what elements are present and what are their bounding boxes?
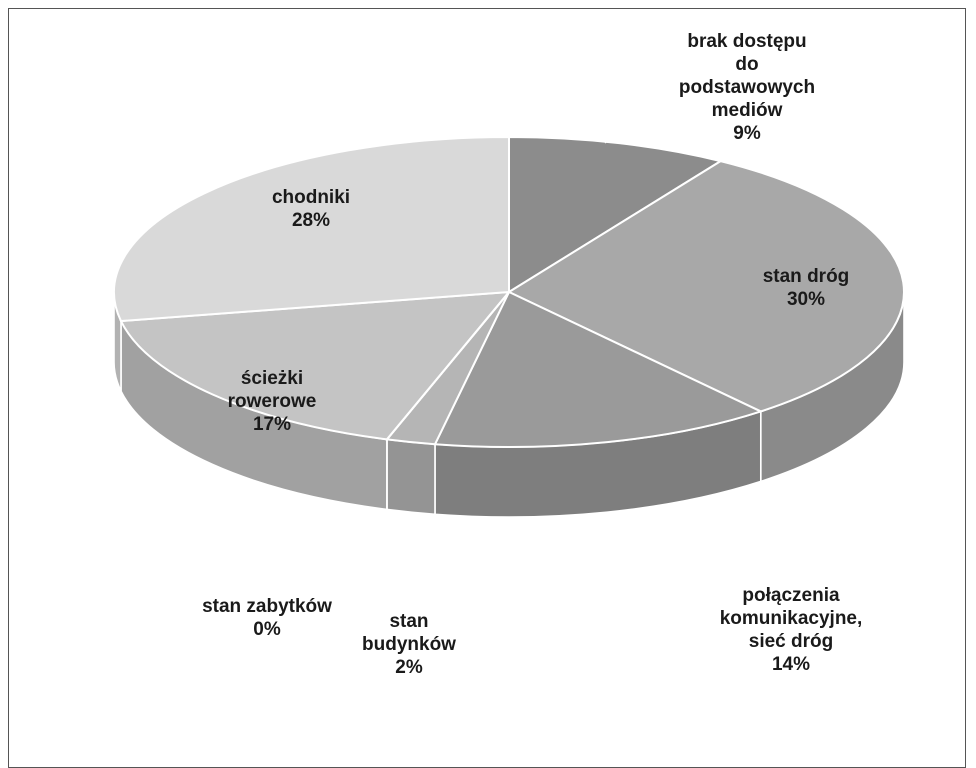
pie-slice-6: [113, 135, 510, 323]
slice-name-2: połączenia: [742, 585, 840, 606]
pie-slice-1: [506, 160, 905, 413]
slice-name-4: stan zabytków: [202, 596, 332, 617]
slice-name-6: chodniki: [272, 187, 350, 208]
slice-name-5: rowerowe: [228, 391, 317, 412]
slice-label-6: chodniki 28%: [272, 187, 350, 231]
chart-frame: brak dostępu do podstawowych mediów 9% stan d…: [8, 8, 966, 768]
pie-slice-2: [433, 290, 764, 448]
pie-slice-5: [119, 290, 512, 441]
leader-line-0: [604, 106, 650, 144]
slice-percent-1: 30%: [787, 289, 825, 310]
slice-name-1: stan dróg: [763, 266, 850, 287]
slice-percent-3: 2%: [395, 657, 423, 678]
slice-name-3: stan: [389, 611, 428, 632]
slice-percent-0: 9%: [733, 123, 761, 144]
slice-label-4: stan zabytków 0%: [202, 596, 332, 640]
pie-slice-0: [508, 135, 724, 294]
pie-slice-4: [386, 291, 510, 441]
leader-line-2: [628, 586, 705, 627]
slice-label-2: połączenia komunikacyjne, sieć dróg 14%: [720, 585, 863, 675]
slice-label-0: brak dostępu do podstawowych mediów 9%: [679, 31, 815, 144]
slice-name-0: podstawowych: [679, 77, 815, 98]
slice-percent-6: 28%: [292, 210, 330, 231]
slice-name-0: mediów: [712, 100, 783, 121]
slice-label-5: ścieżki rowerowe 17%: [228, 368, 317, 435]
slice-label-3: stan budynków 2%: [362, 611, 456, 678]
pie-chart: brak dostępu do podstawowych mediów 9% stan d…: [113, 31, 905, 678]
slice-name-0: brak dostępu: [687, 31, 806, 52]
pie-side-3: [386, 438, 436, 516]
pie-top-group: [113, 135, 905, 510]
slice-name-5: ścieżki: [241, 368, 303, 389]
slice-percent-5: 17%: [253, 414, 291, 435]
slice-label-1: stan dróg 30%: [763, 266, 850, 310]
slice-percent-4: 0%: [253, 619, 281, 640]
slice-name-2: sieć dróg: [749, 631, 833, 652]
pie-side-group: [113, 291, 905, 518]
slice-name-2: komunikacyjne,: [720, 608, 863, 629]
slice-percent-2: 14%: [772, 654, 810, 675]
slice-name-0: do: [735, 54, 758, 75]
slice-name-3: budynków: [362, 634, 456, 655]
